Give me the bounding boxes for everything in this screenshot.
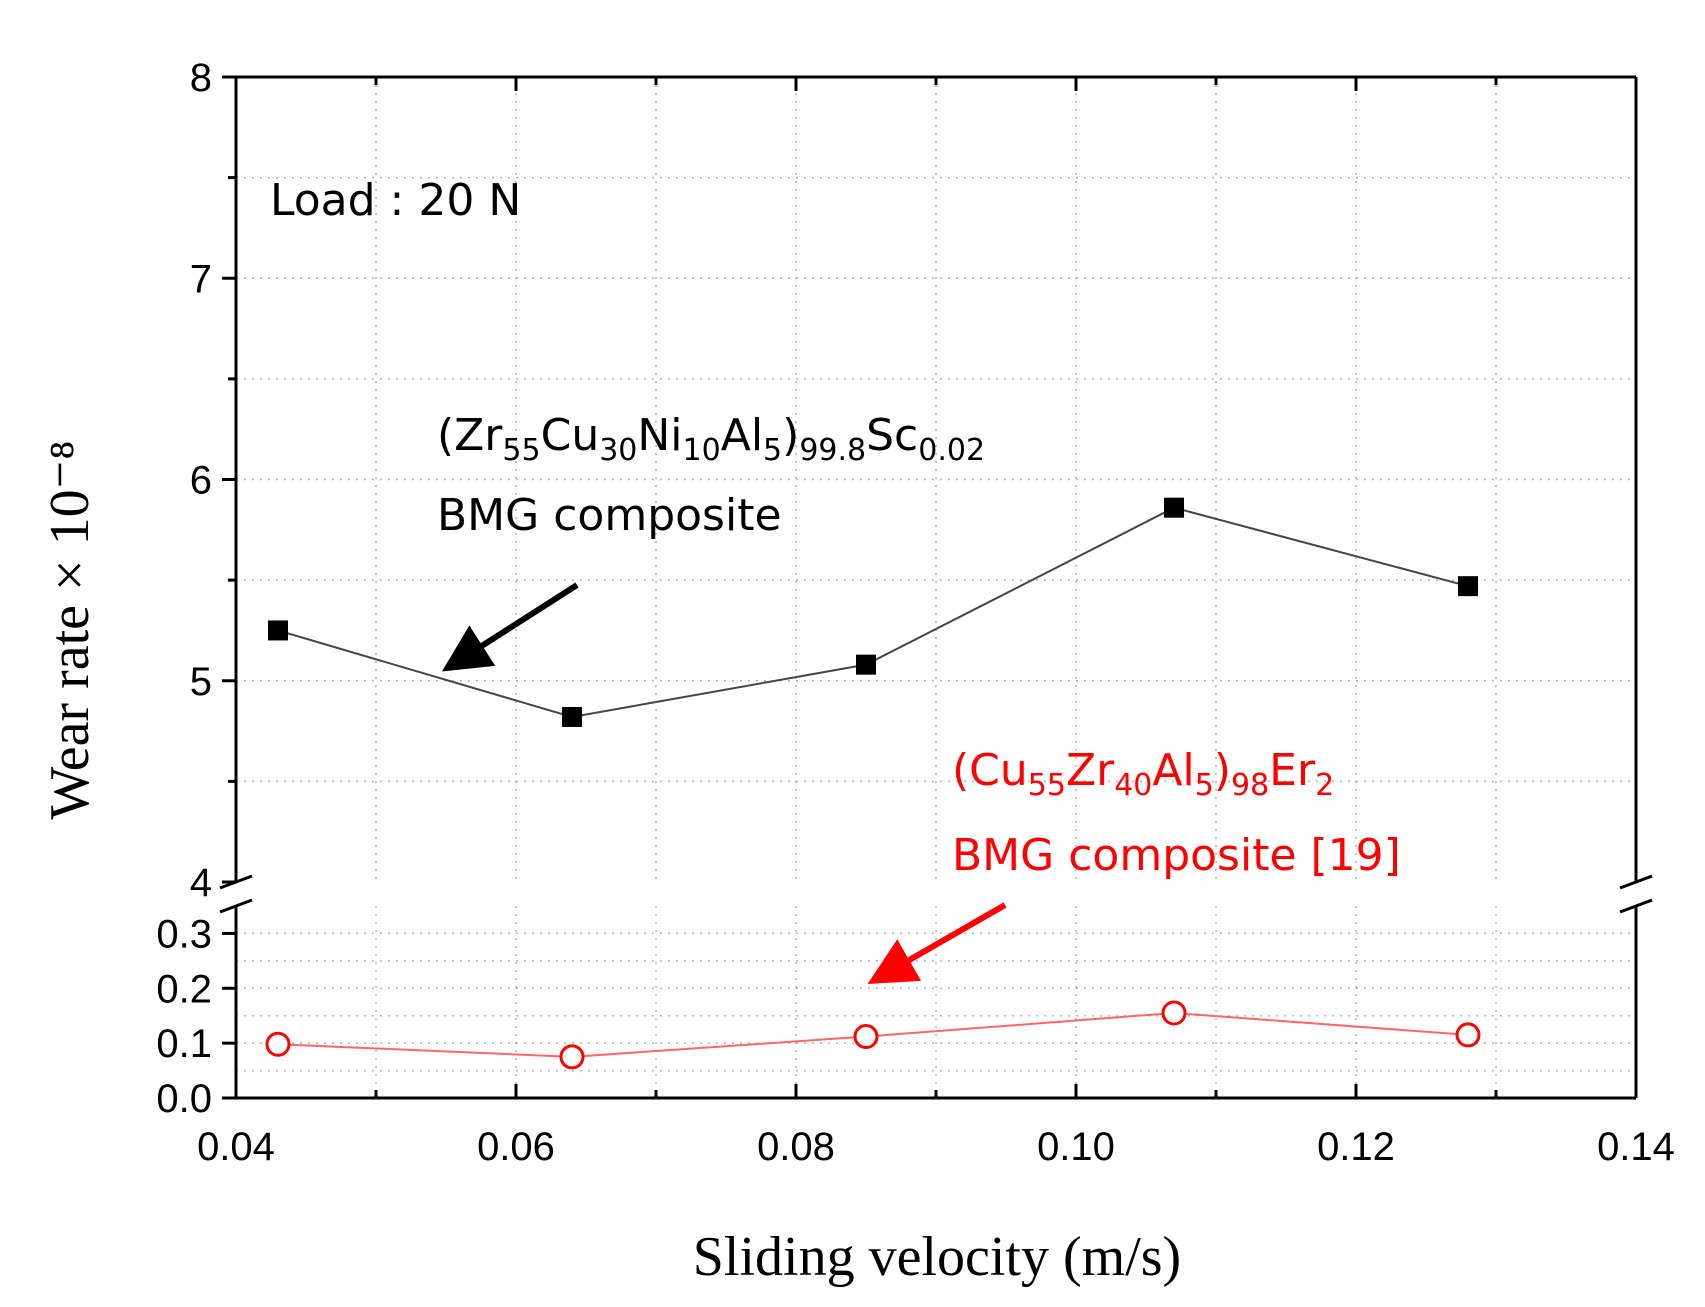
data-point-circle <box>265 1031 291 1057</box>
formula-text: (Cu <box>952 745 1028 796</box>
formula-text: Ni <box>637 410 682 461</box>
formula-subscript: 30 <box>599 433 637 468</box>
y-tick-label-lower: 0.1 <box>156 1022 212 1066</box>
data-series <box>265 497 1481 1070</box>
y-tick-label-lower: 0.2 <box>156 967 212 1011</box>
series-black <box>268 497 1478 727</box>
y-tick-label-upper: 6 <box>190 459 212 503</box>
axis-break-right-lower <box>1619 898 1653 914</box>
data-point-square <box>1458 576 1478 597</box>
gridlines <box>236 77 1636 1098</box>
x-axis-title: Sliding velocity (m/s) <box>693 1226 1181 1288</box>
formula-subscript: 98 <box>1231 768 1269 803</box>
formula-text: (Zr <box>437 410 503 461</box>
y-tick-label-upper: 7 <box>190 257 212 301</box>
formula-text: Cu <box>541 410 600 461</box>
formula-text: Er <box>1269 745 1316 796</box>
formula-subscript: 5 <box>1195 768 1214 803</box>
y-tick-label-lower: 0.3 <box>156 912 212 956</box>
x-tick-label: 0.06 <box>477 1125 555 1169</box>
series-label-black-type: BMG composite <box>437 490 782 541</box>
data-point-square <box>562 706 582 727</box>
data-point-circle <box>559 1044 585 1070</box>
data-point-circle <box>853 1024 879 1050</box>
x-tick-label: 0.14 <box>1597 1125 1675 1169</box>
y-tick-label-upper: 5 <box>190 660 212 704</box>
data-point-square <box>856 654 876 675</box>
data-point-circle <box>1161 1000 1187 1026</box>
formula-subscript: 55 <box>1028 768 1066 803</box>
y-tick-label-upper: 4 <box>190 861 212 905</box>
series-red <box>265 1000 1481 1070</box>
data-point-square <box>1164 497 1184 518</box>
formula-subscript: 99.8 <box>799 433 866 468</box>
black-series-arrow <box>441 582 579 672</box>
y-tick-label-upper: 8 <box>190 56 212 100</box>
series-label-red-type: BMG composite [19] <box>952 830 1401 881</box>
formula-subscript: 40 <box>1114 768 1152 803</box>
data-point-square <box>268 620 288 641</box>
formula-text: Zr <box>1066 745 1115 796</box>
axis-break-marks <box>219 874 1653 914</box>
formula-subscript: 0.02 <box>918 433 985 468</box>
formula-subscript: 5 <box>763 433 782 468</box>
load-annotation: Load : 20 N <box>270 175 521 226</box>
formula-subscript: 2 <box>1315 768 1334 803</box>
series-label-red-formula: (Cu55Zr40Al5)98Er2 <box>952 745 1334 803</box>
axis-break-left-lower <box>219 898 253 914</box>
axis-break-left-upper <box>219 874 253 890</box>
axis-ticks: 0.04 0.06 0.08 0.10 0.12 0.14 4 5 6 7 8 0.0 0.1 0.2 0.… <box>156 56 1675 1169</box>
formula-text: Al <box>721 410 763 461</box>
x-tick-label: 0.04 <box>197 1125 275 1169</box>
formula-text: Sc <box>866 410 918 461</box>
formula-subscript: 55 <box>502 433 540 468</box>
x-tick-label: 0.08 <box>757 1125 835 1169</box>
red-series-arrow <box>867 902 1007 984</box>
y-axis-title: Wear rate × 10⁻⁸ <box>39 440 101 819</box>
formula-text: ) <box>782 410 799 461</box>
formula-subscript: 10 <box>683 433 721 468</box>
x-tick-label: 0.12 <box>1317 1125 1395 1169</box>
formula-text: Al <box>1152 745 1194 796</box>
x-tick-label: 0.10 <box>1037 1125 1115 1169</box>
axis-break-right-upper <box>1619 874 1653 890</box>
series-label-black-formula: (Zr55Cu30Ni10Al5)99.8Sc0.02 <box>437 410 985 468</box>
data-point-circle <box>1455 1022 1481 1048</box>
formula-text: ) <box>1214 745 1231 796</box>
y-tick-label-lower: 0.0 <box>156 1077 212 1121</box>
